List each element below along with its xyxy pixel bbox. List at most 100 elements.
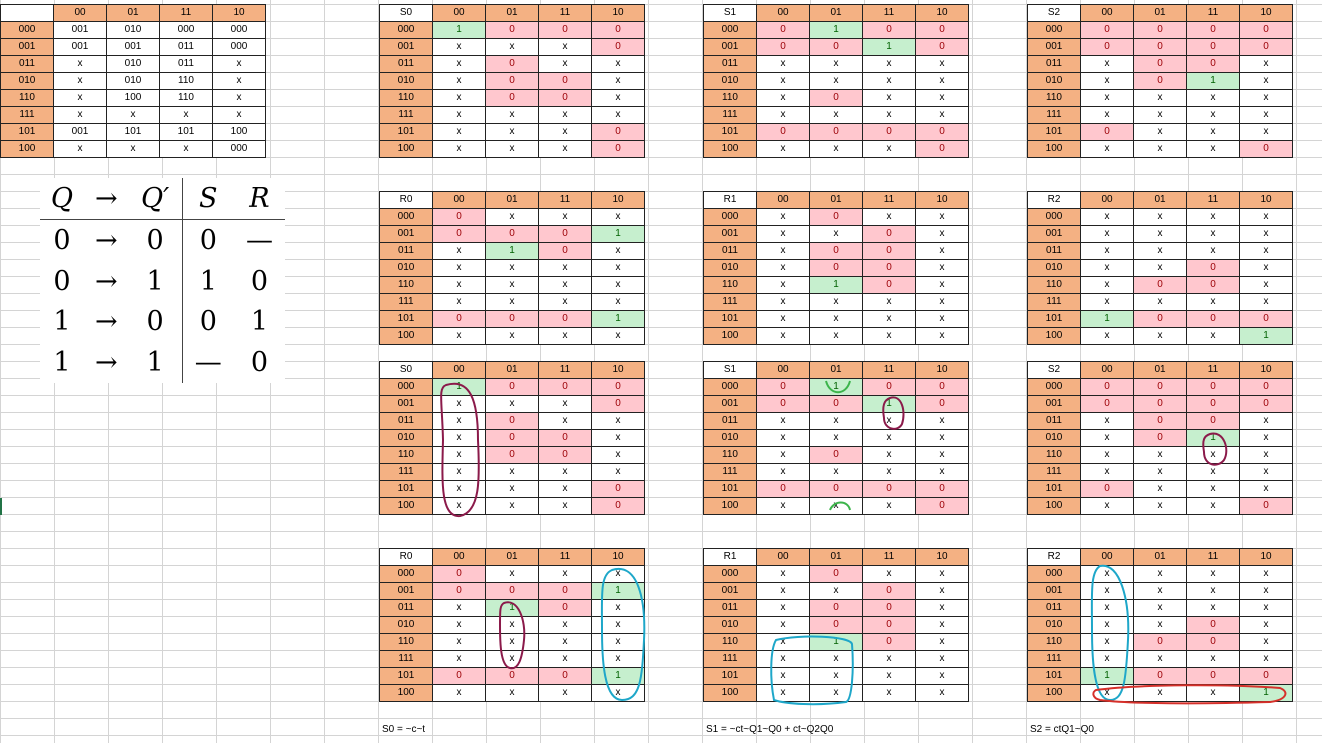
kmap-cell[interactable]: x bbox=[915, 446, 969, 464]
col-header[interactable]: 11 bbox=[1186, 361, 1240, 379]
row-label[interactable]: 111 bbox=[1027, 650, 1081, 668]
kmap-cell[interactable]: x bbox=[756, 650, 810, 668]
row-label[interactable]: 100 bbox=[1027, 497, 1081, 515]
kmap-cell[interactable]: x bbox=[915, 89, 969, 107]
kmap-cell[interactable]: x bbox=[809, 225, 863, 243]
kmap-cell[interactable]: 0 bbox=[432, 565, 486, 583]
kmap-cell[interactable]: 0 bbox=[485, 72, 539, 90]
kmap-cell[interactable]: x bbox=[1133, 106, 1187, 124]
kmap-cell[interactable]: x bbox=[538, 259, 592, 277]
row-label[interactable]: 001 bbox=[379, 395, 433, 413]
kmap-cell[interactable]: x bbox=[591, 89, 645, 107]
kmap-cell[interactable]: x bbox=[756, 667, 810, 685]
kmap-cell[interactable]: 0 bbox=[1133, 55, 1187, 73]
kmap-cell[interactable]: 110 bbox=[159, 89, 213, 107]
kmap-cell[interactable]: x bbox=[432, 395, 486, 413]
row-label[interactable]: 110 bbox=[1027, 633, 1081, 651]
col-header[interactable]: 10 bbox=[915, 191, 969, 209]
kmap-cell[interactable]: x bbox=[538, 480, 592, 498]
kmap-cell[interactable]: 0 bbox=[538, 225, 592, 243]
kmap-cell[interactable]: x bbox=[1133, 140, 1187, 158]
kmap-cell[interactable]: x bbox=[915, 208, 969, 226]
kmap-cell[interactable]: 0 bbox=[862, 616, 916, 634]
kmap-cell[interactable]: x bbox=[915, 565, 969, 583]
kmap-cell[interactable]: x bbox=[485, 395, 539, 413]
equation-s1[interactable]: S1 = ~ct~Q1~Q0 + ct~Q2Q0 bbox=[706, 724, 834, 735]
kmap-cell[interactable]: x bbox=[809, 327, 863, 345]
col-header[interactable]: 01 bbox=[809, 361, 863, 379]
kmap-cell[interactable]: x bbox=[1186, 293, 1240, 311]
kmap-cell[interactable]: x bbox=[915, 463, 969, 481]
col-header[interactable]: 00 bbox=[432, 191, 486, 209]
kmap-cell[interactable]: x bbox=[1239, 242, 1293, 260]
kmap-cell[interactable]: x bbox=[1080, 446, 1134, 464]
kmap-cell[interactable]: 1 bbox=[591, 225, 645, 243]
kmap-cell[interactable]: x bbox=[485, 463, 539, 481]
kmap-cell[interactable]: x bbox=[432, 38, 486, 56]
col-header[interactable]: 01 bbox=[106, 4, 160, 22]
kmap-cell[interactable]: 0 bbox=[538, 89, 592, 107]
kmap-cell[interactable]: 0 bbox=[1186, 310, 1240, 328]
kmap-cell[interactable]: x bbox=[432, 72, 486, 90]
kmap-cell[interactable]: x bbox=[106, 106, 160, 124]
kmap-cell[interactable]: 1 bbox=[1186, 72, 1240, 90]
kmap-cell[interactable]: x bbox=[485, 276, 539, 294]
kmap-cell[interactable]: x bbox=[1239, 463, 1293, 481]
kmap-cell[interactable]: x bbox=[485, 565, 539, 583]
row-label[interactable]: 111 bbox=[703, 463, 757, 481]
kmap-cell[interactable]: x bbox=[1239, 480, 1293, 498]
col-header[interactable]: 01 bbox=[809, 4, 863, 22]
kmap-cell[interactable]: x bbox=[915, 599, 969, 617]
kmap-cell[interactable]: 0 bbox=[591, 378, 645, 396]
kmap-cell[interactable]: x bbox=[1080, 140, 1134, 158]
kmap-cell[interactable]: x bbox=[1080, 565, 1134, 583]
col-header[interactable]: 11 bbox=[1186, 191, 1240, 209]
col-header[interactable]: 01 bbox=[485, 191, 539, 209]
kmap-cell[interactable]: x bbox=[809, 582, 863, 600]
kmap-cell[interactable]: x bbox=[1239, 633, 1293, 651]
kmap-cell[interactable]: x bbox=[756, 225, 810, 243]
col-header[interactable]: 11 bbox=[862, 548, 916, 566]
kmap-cell[interactable]: 0 bbox=[915, 378, 969, 396]
kmap-cell[interactable]: 0 bbox=[1186, 378, 1240, 396]
kmap-cell[interactable]: 110 bbox=[159, 72, 213, 90]
row-label[interactable]: 001 bbox=[1027, 225, 1081, 243]
kmap-cell[interactable]: x bbox=[1133, 599, 1187, 617]
kmap-cell[interactable]: x bbox=[756, 565, 810, 583]
kmap-cell[interactable]: 0 bbox=[756, 21, 810, 39]
kmap-cell[interactable]: x bbox=[756, 89, 810, 107]
kmap-cell[interactable]: x bbox=[1133, 123, 1187, 141]
kmap-cell[interactable]: x bbox=[862, 667, 916, 685]
row-label[interactable]: 111 bbox=[0, 106, 54, 124]
kmap-cell[interactable]: 1 bbox=[862, 38, 916, 56]
kmap-cell[interactable]: 0 bbox=[862, 242, 916, 260]
row-label[interactable]: 101 bbox=[379, 123, 433, 141]
row-label[interactable]: 010 bbox=[1027, 72, 1081, 90]
kmap-cell[interactable]: x bbox=[915, 225, 969, 243]
kmap-cell[interactable]: 1 bbox=[1239, 684, 1293, 702]
kmap-cell[interactable]: 0 bbox=[756, 395, 810, 413]
kmap-cell[interactable]: 0 bbox=[862, 21, 916, 39]
kmap-cell[interactable]: x bbox=[1186, 208, 1240, 226]
kmap-cell[interactable]: x bbox=[1080, 650, 1134, 668]
kmap-cell[interactable]: 0 bbox=[756, 123, 810, 141]
row-label[interactable]: 010 bbox=[1027, 429, 1081, 447]
kmap-cell[interactable]: x bbox=[915, 616, 969, 634]
kmap-cell[interactable]: x bbox=[432, 106, 486, 124]
row-label[interactable]: 101 bbox=[1027, 310, 1081, 328]
col-header[interactable]: 11 bbox=[862, 4, 916, 22]
kmap-cell[interactable]: x bbox=[485, 38, 539, 56]
kmap-cell[interactable]: 000 bbox=[212, 21, 266, 39]
row-label[interactable]: 110 bbox=[0, 89, 54, 107]
row-label[interactable]: 010 bbox=[703, 429, 757, 447]
kmap-cell[interactable]: 0 bbox=[538, 378, 592, 396]
kmap-cell[interactable]: 001 bbox=[53, 21, 107, 39]
kmap-cell[interactable]: 0 bbox=[915, 123, 969, 141]
kmap-cell[interactable]: 000 bbox=[212, 38, 266, 56]
kmap-cell[interactable]: 0 bbox=[1186, 616, 1240, 634]
row-label[interactable]: 000 bbox=[1027, 565, 1081, 583]
row-label[interactable]: 010 bbox=[1027, 259, 1081, 277]
kmap-cell[interactable]: x bbox=[1080, 259, 1134, 277]
col-header[interactable]: 00 bbox=[756, 191, 810, 209]
kmap-cell[interactable]: x bbox=[756, 276, 810, 294]
